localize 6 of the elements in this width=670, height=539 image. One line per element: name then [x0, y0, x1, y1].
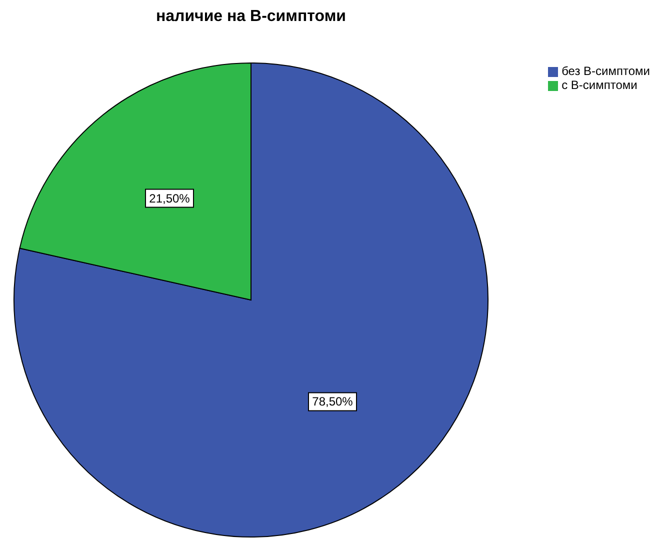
- chart-title: наличие на В-симптоми: [154, 8, 347, 26]
- legend-label: с В-симптоми: [562, 78, 638, 92]
- legend-label: без В-симптоми: [562, 64, 650, 78]
- data-label: 78,50%: [312, 394, 354, 409]
- data-label: 21,50%: [149, 191, 190, 206]
- pie-slice: [14, 62, 488, 538]
